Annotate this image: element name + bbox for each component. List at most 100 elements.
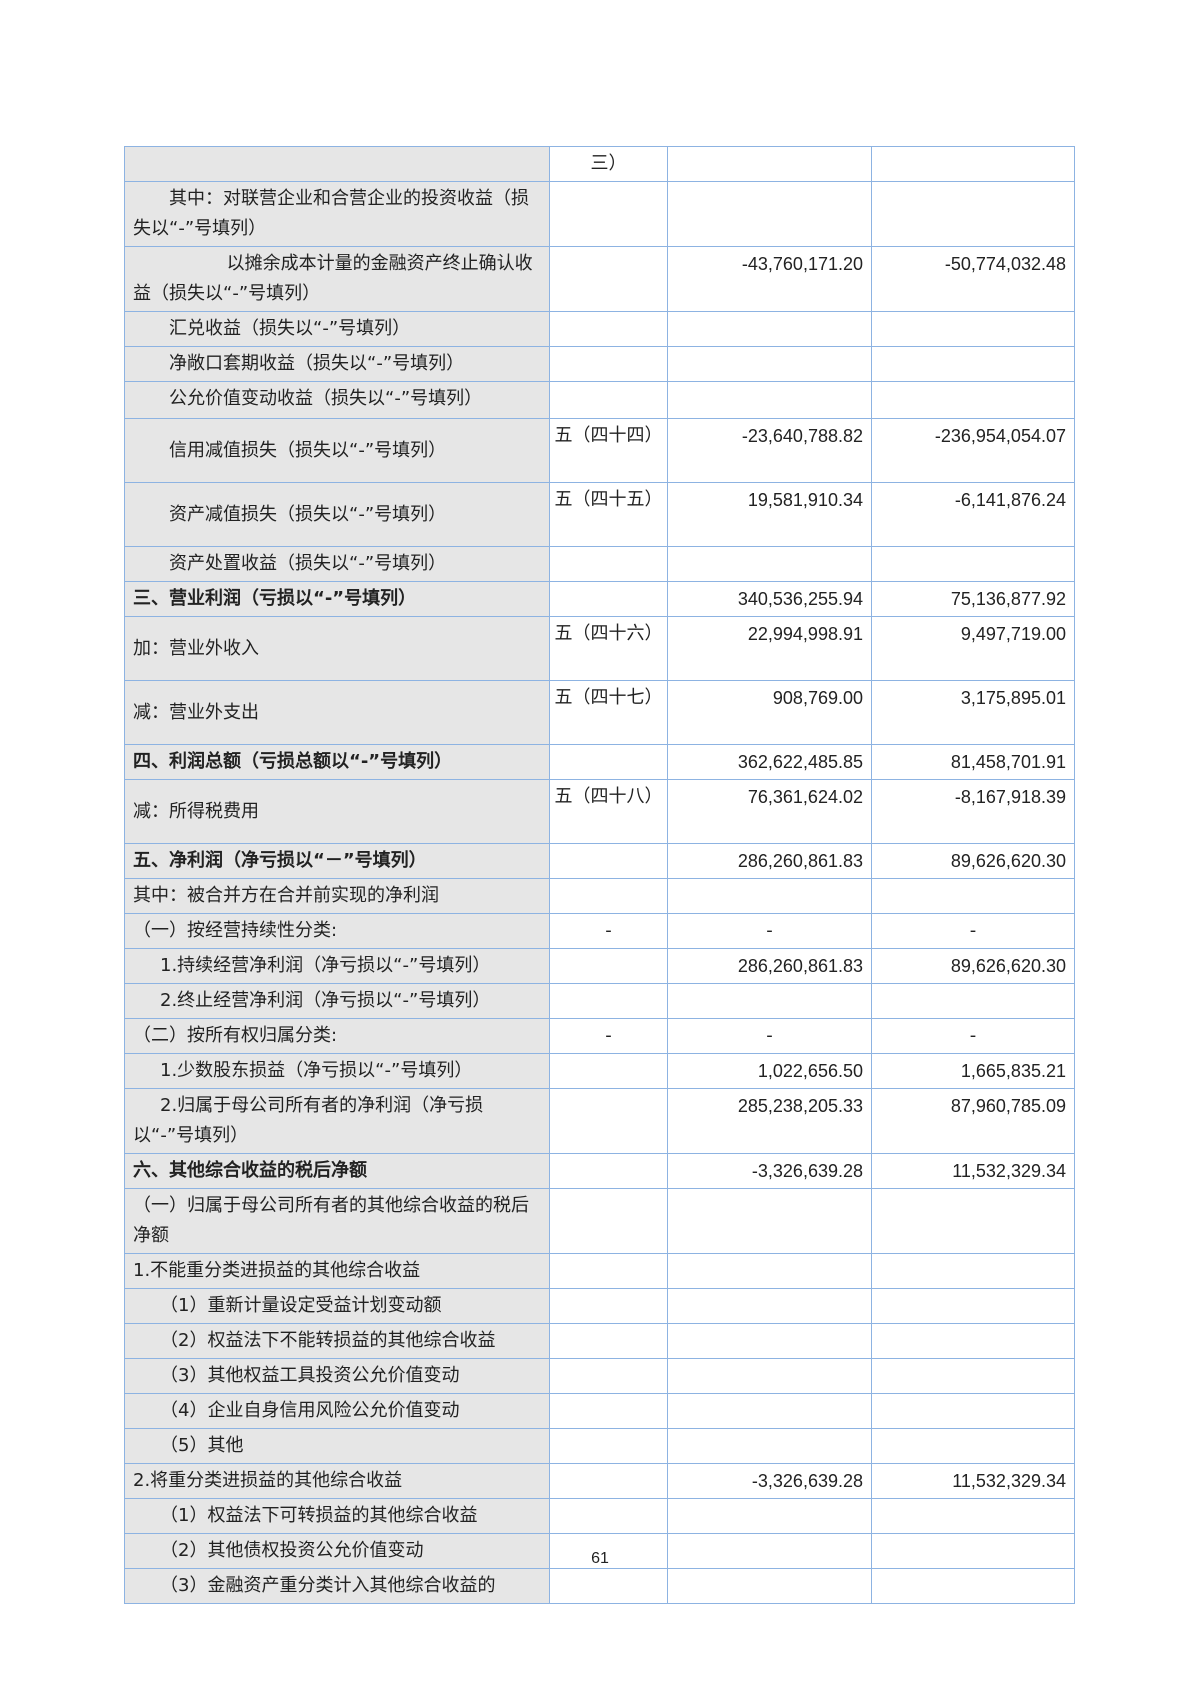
page-number: 61 bbox=[591, 1550, 609, 1567]
table-row: 三、营业利润（亏损以“-”号填列） 340,536,255.94 75,136,87… bbox=[124, 581, 1075, 617]
note-ref bbox=[549, 1533, 668, 1569]
prior-period-amount: - bbox=[871, 1018, 1075, 1054]
table-row: 2.终止经营净利润（净亏损以“-”号填列） bbox=[124, 983, 1075, 1019]
prior-period-amount: - bbox=[871, 913, 1075, 949]
table-row: 以摊余成本计量的金融资产终止确认收益（损失以“-”号填列） -43,760,171… bbox=[124, 246, 1075, 312]
row-label: 以摊余成本计量的金融资产终止确认收益（损失以“-”号填列） bbox=[124, 246, 550, 312]
current-period-amount: -3,326,639.28 bbox=[667, 1463, 872, 1499]
row-label: 其中：被合并方在合并前实现的净利润 bbox=[124, 878, 550, 914]
table-row: （二）按所有权归属分类: - - - bbox=[124, 1018, 1075, 1054]
prior-period-amount bbox=[871, 1288, 1075, 1324]
current-period-amount bbox=[667, 1428, 872, 1464]
current-period-amount bbox=[667, 146, 872, 182]
prior-period-amount bbox=[871, 1498, 1075, 1534]
note-ref bbox=[549, 948, 668, 984]
income-statement-table: 三） 其中：对联营企业和合营企业的投资收益（损失以“-”号填列） 以摊余成本计量的金… bbox=[124, 146, 1075, 1604]
current-period-amount: 1,022,656.50 bbox=[667, 1053, 872, 1089]
current-period-amount bbox=[667, 311, 872, 347]
current-period-amount: 286,260,861.83 bbox=[667, 948, 872, 984]
row-label: 六、其他综合收益的税后净额 bbox=[124, 1153, 550, 1189]
current-period-amount bbox=[667, 1288, 872, 1324]
row-label: 信用减值损失（损失以“-”号填列） bbox=[124, 418, 550, 483]
prior-period-amount bbox=[871, 1253, 1075, 1289]
note-ref bbox=[549, 311, 668, 347]
prior-period-amount bbox=[871, 1533, 1075, 1569]
prior-period-amount: -50,774,032.48 bbox=[871, 246, 1075, 312]
row-label: （5）其他 bbox=[124, 1428, 550, 1464]
current-period-amount: - bbox=[667, 1018, 872, 1054]
note-ref: 五（四十七） bbox=[549, 680, 668, 745]
prior-period-amount: 87,960,785.09 bbox=[871, 1088, 1075, 1154]
prior-period-amount bbox=[871, 1188, 1075, 1254]
row-label: 公允价值变动收益（损失以“-”号填列） bbox=[124, 381, 550, 419]
note-ref bbox=[549, 581, 668, 617]
note-ref bbox=[549, 1463, 668, 1499]
table-row: 净敞口套期收益（损失以“-”号填列） bbox=[124, 346, 1075, 382]
table-row: （一）归属于母公司所有者的其他综合收益的税后净额 bbox=[124, 1188, 1075, 1254]
prior-period-amount: 75,136,877.92 bbox=[871, 581, 1075, 617]
note-ref bbox=[549, 1568, 668, 1604]
current-period-amount bbox=[667, 1393, 872, 1429]
current-period-amount bbox=[667, 346, 872, 382]
row-label: （2）权益法下不能转损益的其他综合收益 bbox=[124, 1323, 550, 1359]
note-ref bbox=[549, 1088, 668, 1154]
row-label: 三、营业利润（亏损以“-”号填列） bbox=[124, 581, 550, 617]
prior-period-amount: 11,532,329.34 bbox=[871, 1153, 1075, 1189]
prior-period-amount bbox=[871, 1358, 1075, 1394]
row-label: 资产处置收益（损失以“-”号填列） bbox=[124, 546, 550, 582]
prior-period-amount bbox=[871, 146, 1075, 182]
table-row: 资产减值损失（损失以“-”号填列） 五（四十五） 19,581,910.34 -6,1… bbox=[124, 482, 1075, 547]
table-row: 2.将重分类进损益的其他综合收益 -3,326,639.28 11,532,329.… bbox=[124, 1463, 1075, 1499]
table-row: 六、其他综合收益的税后净额 -3,326,639.28 11,532,329.34 bbox=[124, 1153, 1075, 1189]
note-ref bbox=[549, 246, 668, 312]
table-row: （1）权益法下可转损益的其他综合收益 bbox=[124, 1498, 1075, 1534]
row-label: （3）其他权益工具投资公允价值变动 bbox=[124, 1358, 550, 1394]
row-label: 净敞口套期收益（损失以“-”号填列） bbox=[124, 346, 550, 382]
current-period-amount bbox=[667, 1188, 872, 1254]
prior-period-amount bbox=[871, 1568, 1075, 1604]
prior-period-amount: -6,141,876.24 bbox=[871, 482, 1075, 547]
prior-period-amount: 89,626,620.30 bbox=[871, 948, 1075, 984]
row-label: （二）按所有权归属分类: bbox=[124, 1018, 550, 1054]
row-label: 2.终止经营净利润（净亏损以“-”号填列） bbox=[124, 983, 550, 1019]
row-label: 1.少数股东损益（净亏损以“-”号填列） bbox=[124, 1053, 550, 1089]
current-period-amount: 908,769.00 bbox=[667, 680, 872, 745]
table-row: 汇兑收益（损失以“-”号填列） bbox=[124, 311, 1075, 347]
prior-period-amount bbox=[871, 1393, 1075, 1429]
row-label: 五、净利润（净亏损以“－”号填列） bbox=[124, 843, 550, 879]
note-ref bbox=[549, 1153, 668, 1189]
table-row: 资产处置收益（损失以“-”号填列） bbox=[124, 546, 1075, 582]
prior-period-amount bbox=[871, 346, 1075, 382]
note-ref bbox=[549, 878, 668, 914]
current-period-amount bbox=[667, 1568, 872, 1604]
note-ref: 三） bbox=[549, 146, 668, 182]
note-ref bbox=[549, 346, 668, 382]
note-ref bbox=[549, 546, 668, 582]
table-row: 1.持续经营净利润（净亏损以“-”号填列） 286,260,861.83 89,62… bbox=[124, 948, 1075, 984]
table-row: 公允价值变动收益（损失以“-”号填列） bbox=[124, 381, 1075, 419]
table-row: （4）企业自身信用风险公允价值变动 bbox=[124, 1393, 1075, 1429]
row-label: 其中：对联营企业和合营企业的投资收益（损失以“-”号填列） bbox=[124, 181, 550, 247]
note-ref: 五（四十八） bbox=[549, 779, 668, 844]
row-label: （3）金融资产重分类计入其他综合收益的 bbox=[124, 1568, 550, 1604]
prior-period-amount bbox=[871, 983, 1075, 1019]
current-period-amount bbox=[667, 1358, 872, 1394]
table-row: （5）其他 bbox=[124, 1428, 1075, 1464]
current-period-amount bbox=[667, 546, 872, 582]
current-period-amount bbox=[667, 878, 872, 914]
current-period-amount bbox=[667, 1253, 872, 1289]
table-row: （3）金融资产重分类计入其他综合收益的 bbox=[124, 1568, 1075, 1604]
current-period-amount: 362,622,485.85 bbox=[667, 744, 872, 780]
note-ref bbox=[549, 1428, 668, 1464]
note-ref bbox=[549, 744, 668, 780]
table-row: （1）重新计量设定受益计划变动额 bbox=[124, 1288, 1075, 1324]
table-row: 减：所得税费用 五（四十八） 76,361,624.02 -8,167,918.39 bbox=[124, 779, 1075, 844]
current-period-amount: -43,760,171.20 bbox=[667, 246, 872, 312]
prior-period-amount: -236,954,054.07 bbox=[871, 418, 1075, 483]
current-period-amount: 285,238,205.33 bbox=[667, 1088, 872, 1154]
prior-period-amount bbox=[871, 181, 1075, 247]
note-ref: 五（四十四） bbox=[549, 418, 668, 483]
prior-period-amount bbox=[871, 381, 1075, 419]
current-period-amount: 19,581,910.34 bbox=[667, 482, 872, 547]
table-row: （2）权益法下不能转损益的其他综合收益 bbox=[124, 1323, 1075, 1359]
